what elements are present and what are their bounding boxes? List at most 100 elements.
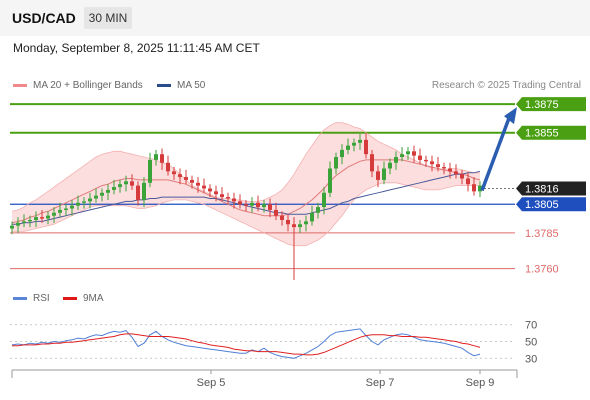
candle-body [466,178,470,185]
candle-body [142,182,146,200]
x-tick-label: Sep 5 [197,377,226,389]
candle-body [40,217,44,219]
rsi-ma-line [12,333,481,356]
header-bar: USD/CAD 30 MIN [0,0,590,36]
ma50-swatch [157,83,171,87]
candle-body [136,185,140,200]
timestamp: Monday, September 8, 2025 11:11:45 AM CE… [13,41,260,55]
candle-body [244,204,248,206]
candle-body [82,201,86,203]
candle-body [352,142,356,146]
candle-body [334,157,338,169]
candle-body [64,208,68,210]
x-tick-label: Sep 7 [366,377,395,389]
rsi-line [11,328,481,359]
candle-body [46,215,50,219]
candle-body [154,154,158,160]
candle-body [268,204,272,210]
candle-body [112,187,116,190]
candle-body [214,191,218,195]
candle-body [160,154,164,163]
candle-body [16,222,20,226]
candle-body [196,182,200,186]
candle-body [232,198,236,202]
rsi-tick-50: 50 [525,337,537,349]
candle-body [292,224,296,228]
candle-body [394,157,398,163]
candle-body [298,224,302,228]
candle-body [436,164,440,168]
level-tag-text: 1.3805 [525,199,559,211]
level-tag [516,97,586,112]
candle-body [250,202,254,206]
candle-body [406,151,410,155]
candle-body [106,189,110,193]
candle-body [412,151,416,156]
candle-body [442,167,446,169]
candle-body [178,174,182,178]
candle-body [34,217,38,220]
candle-body [346,145,350,150]
level-label-1.3875: 1.3875 [516,97,586,112]
level-tag-text: 1.3875 [525,99,559,111]
legend-rsi-label: RSI [33,293,50,304]
candle-body [274,209,278,216]
candle-body [208,188,212,192]
symbol-title: USD/CAD [12,10,76,26]
level-label-1.3805: 1.3805 [516,197,586,212]
legend-ma20: MA 20 + Bollinger Bands [13,80,143,91]
candle-body [304,221,308,225]
level-label-1.3855: 1.3855 [516,125,586,140]
candle-body [310,212,314,222]
candle-body [124,181,128,185]
candle-body [376,171,380,180]
candle-body [100,192,104,196]
candle-body [460,174,464,179]
level-label-1.3760: 1.3760 [525,264,559,276]
legend-ma50: MA 50 [157,80,205,91]
level-tag-text: 1.3816 [525,184,559,196]
candle-body [358,139,362,143]
candle-body [190,179,194,183]
candle-body [400,154,404,158]
level-tag-text: 1.3855 [525,128,559,140]
timeframe-button[interactable]: 30 MIN [84,7,132,29]
rsi-ma-swatch [63,296,77,300]
candle-body [280,215,284,220]
candle-body [256,202,260,208]
x-tick-label: Sep 9 [466,377,495,389]
candle-body [52,212,56,216]
candle-body [238,201,242,205]
legend-rsi-ma: 9MA [63,293,104,304]
candle-body [58,209,62,213]
candle-body [172,171,176,175]
candle-body [226,197,230,199]
forecast-arrow-head [504,107,517,125]
candle-body [322,192,326,208]
candle-body [28,219,32,222]
level-tag [516,181,586,196]
level-label-1.3785: 1.3785 [525,228,559,240]
candle-body [130,181,134,186]
rsi-tick-30: 30 [525,353,537,365]
rsi-tick-70: 70 [525,320,537,332]
candle-body [430,161,434,165]
candle-body [364,139,368,155]
credit-text: Research © 2025 Trading Central [431,80,581,91]
candle-body [118,184,122,188]
candle-body [478,185,482,192]
candle-body [382,168,386,180]
legend-rsi-ma-label: 9MA [83,293,104,304]
legend-rsi: RSI [13,293,50,304]
candle-body [184,177,188,180]
legend-ma50-label: MA 50 [177,80,206,91]
candle-body [370,154,374,172]
rsi-swatch [13,296,27,300]
candle-body [388,162,392,169]
legend-ma20-label: MA 20 + Bollinger Bands [33,80,143,91]
level-tag [516,125,586,140]
forecast-arrow [480,117,511,192]
candle-body [76,202,80,206]
candle-body [22,221,26,223]
